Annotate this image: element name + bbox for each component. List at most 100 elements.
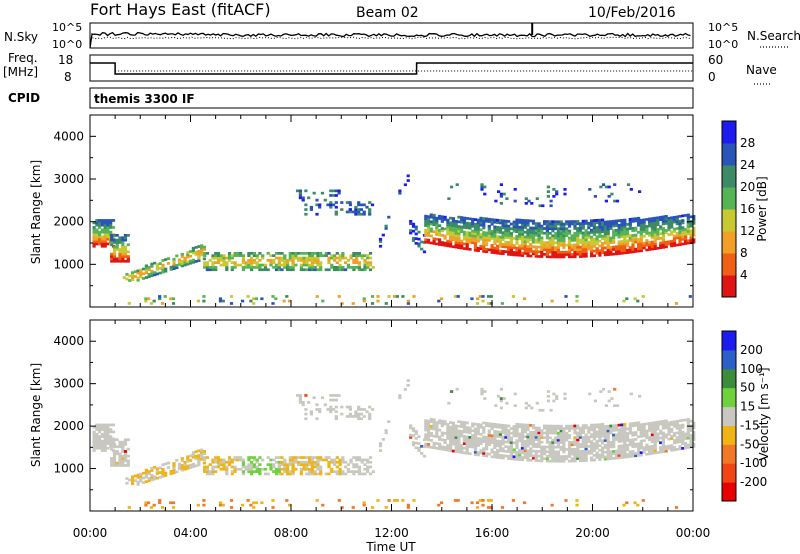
velocity-cell xyxy=(305,460,309,464)
power-cell xyxy=(288,254,292,257)
power-cell xyxy=(92,244,96,248)
velocity-cell xyxy=(653,446,657,450)
power-cell xyxy=(595,237,599,241)
power-cell xyxy=(144,271,148,275)
power-cell xyxy=(678,231,682,235)
velocity-cell xyxy=(642,446,646,449)
power-cell xyxy=(567,225,572,228)
power-cell xyxy=(205,268,209,272)
velocity-cell xyxy=(587,438,591,441)
velocity-cell xyxy=(598,437,602,440)
velocity-cell xyxy=(497,394,501,398)
power-cell xyxy=(366,256,370,260)
velocity-cell xyxy=(126,461,130,465)
velocity-cell xyxy=(584,449,588,453)
velocity-cell xyxy=(341,456,345,459)
velocity-cell xyxy=(598,434,602,438)
velocity-cell xyxy=(403,388,407,391)
power-cell xyxy=(457,225,461,228)
velocity-cell xyxy=(172,464,176,468)
power-cell xyxy=(313,259,317,262)
power-cell xyxy=(501,252,505,256)
power-cell xyxy=(567,220,572,223)
power-cell xyxy=(504,245,508,249)
power-cell xyxy=(592,228,596,232)
velocity-cell xyxy=(531,454,536,458)
velocity-cell xyxy=(675,448,679,451)
power-cell xyxy=(144,276,148,279)
velocity-cell xyxy=(332,408,336,411)
power-cell xyxy=(98,230,102,234)
power-cell xyxy=(476,249,480,252)
power-cell xyxy=(335,268,339,272)
power-cell xyxy=(631,243,635,247)
velocity-cell xyxy=(617,444,621,448)
power-cell xyxy=(236,263,240,267)
velocity-cell xyxy=(599,390,603,393)
power-cell xyxy=(625,230,630,233)
power-cell xyxy=(592,245,596,248)
power-cell xyxy=(106,228,110,232)
velocity-cell xyxy=(537,440,541,444)
velocity-cell xyxy=(194,450,198,454)
velocity-cell xyxy=(562,443,566,447)
power-cell xyxy=(258,259,262,262)
power-cell xyxy=(675,217,679,221)
velocity-cell xyxy=(590,440,594,443)
velocity-cell xyxy=(286,467,290,471)
power-cell xyxy=(249,299,253,303)
power-cell xyxy=(515,234,519,238)
velocity-cell xyxy=(620,423,624,427)
velocity-cell xyxy=(559,441,563,444)
velocity-cell xyxy=(634,442,638,446)
velocity-cell xyxy=(126,464,130,467)
velocity-cell xyxy=(471,445,475,449)
power-cell xyxy=(681,214,685,218)
power-cell xyxy=(420,247,424,251)
power-cell xyxy=(692,226,696,230)
velocity-cell xyxy=(650,447,654,451)
velocity-cell xyxy=(573,443,577,446)
power-cell xyxy=(623,239,627,243)
power-cell xyxy=(576,241,580,244)
velocity-cell xyxy=(183,467,187,471)
velocity-cell xyxy=(527,404,531,407)
power-cell xyxy=(316,263,320,267)
velocity-cell xyxy=(348,415,352,418)
power-cell xyxy=(197,259,201,262)
power-cell xyxy=(661,236,665,240)
power-cell xyxy=(128,274,132,278)
velocity-cell xyxy=(487,436,491,440)
velocity-cell xyxy=(603,455,607,459)
power-cell xyxy=(559,234,563,238)
velocity-cell xyxy=(692,426,696,430)
power-cell xyxy=(628,227,632,231)
power-cell xyxy=(158,271,162,275)
power-cell xyxy=(449,221,453,225)
power-cell xyxy=(617,240,621,244)
velocity-cell xyxy=(526,426,530,429)
velocity-cell xyxy=(567,424,572,428)
velocity-cell xyxy=(515,432,519,435)
power-cell xyxy=(509,227,513,231)
power-cell xyxy=(578,238,583,242)
velocity-cell xyxy=(650,438,654,441)
power-cell xyxy=(285,295,289,298)
velocity-cell xyxy=(487,452,491,456)
velocity-cell xyxy=(661,436,665,439)
power-cell xyxy=(332,203,336,207)
power-cell xyxy=(329,205,333,209)
power-cell xyxy=(225,268,229,272)
power-cell xyxy=(308,263,312,267)
power-cell xyxy=(429,215,433,219)
power-cell xyxy=(426,215,431,218)
power-cell xyxy=(429,213,433,217)
velocity-cell xyxy=(360,472,364,476)
power-cell xyxy=(689,231,693,235)
power-cell xyxy=(620,240,624,243)
velocity-cell xyxy=(609,455,613,458)
power-cell xyxy=(556,250,560,254)
velocity-cell xyxy=(537,454,541,458)
velocity-cell xyxy=(426,433,431,437)
power-cell xyxy=(545,220,549,223)
